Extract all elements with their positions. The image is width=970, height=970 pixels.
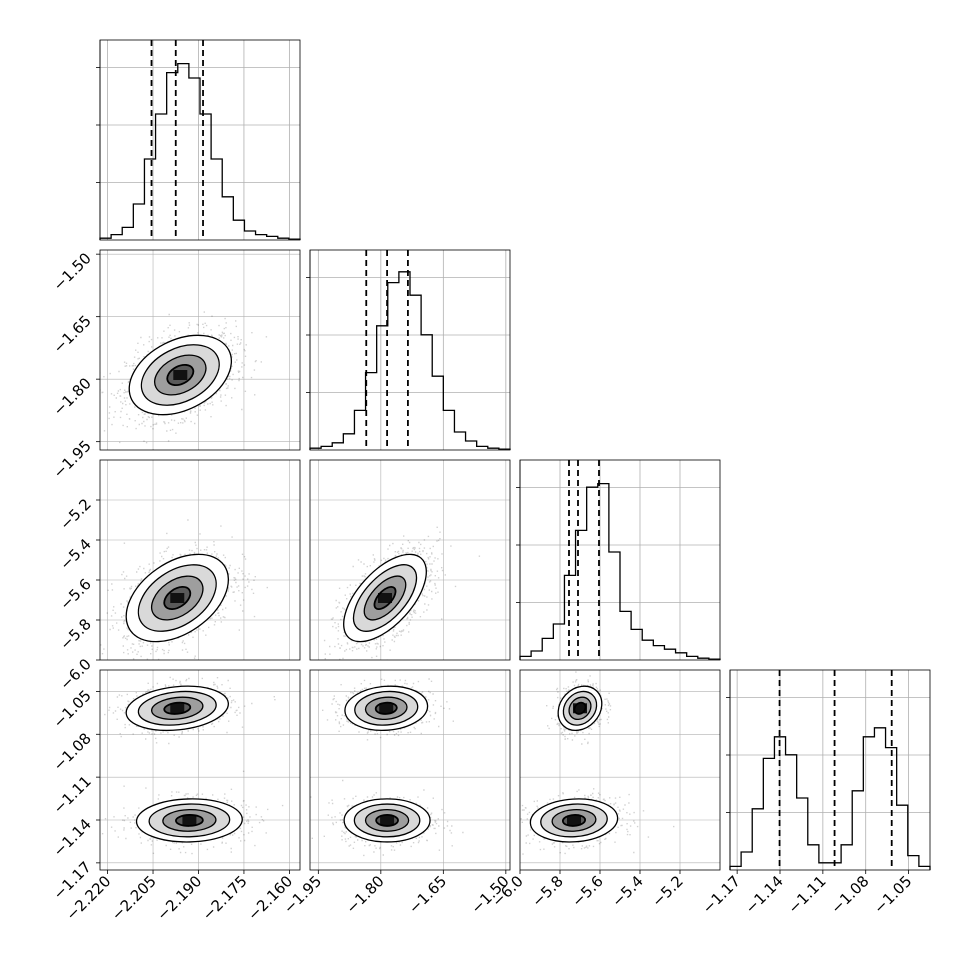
y-tick-label: −5.8 bbox=[56, 615, 94, 653]
panel-frame bbox=[309, 459, 511, 661]
contour-line bbox=[163, 585, 192, 611]
scatter-panel-3-0 bbox=[99, 669, 301, 871]
contour-line bbox=[162, 808, 217, 832]
scatter-panel-2-0 bbox=[99, 459, 301, 661]
contour-line bbox=[343, 553, 427, 643]
contour-line bbox=[364, 696, 408, 721]
scatter-panel-2-1 bbox=[309, 459, 511, 661]
density-peak bbox=[379, 703, 394, 714]
contour-line bbox=[166, 363, 195, 387]
panel-frame bbox=[99, 39, 301, 241]
contour-line bbox=[344, 685, 429, 732]
panel-frame bbox=[729, 669, 931, 871]
contour-line bbox=[163, 701, 192, 715]
contour-line bbox=[154, 354, 207, 396]
contour-line bbox=[354, 690, 419, 726]
histogram-panel-0 bbox=[96, 39, 301, 241]
density-peak bbox=[182, 815, 197, 826]
x-tick-label: −5.8 bbox=[528, 872, 566, 910]
histogram-step-2 bbox=[519, 482, 721, 660]
scatter-points bbox=[101, 676, 284, 855]
contour-line bbox=[540, 803, 608, 838]
y-tick-label: −1.14 bbox=[50, 815, 95, 860]
x-tick-label: −1.14 bbox=[742, 872, 787, 917]
contour-line bbox=[529, 798, 619, 843]
scatter-panel-1-0 bbox=[99, 249, 301, 451]
x-tick-label: −2.205 bbox=[108, 872, 160, 924]
x-tick-label: −1.17 bbox=[699, 872, 744, 917]
contour-line bbox=[125, 553, 230, 643]
contour-line bbox=[151, 696, 204, 721]
histogram-panel-2 bbox=[516, 459, 721, 661]
contour-line bbox=[137, 564, 217, 632]
contour-line bbox=[175, 814, 204, 827]
panel-frame bbox=[519, 459, 721, 661]
histogram-step-0 bbox=[99, 62, 301, 240]
panel-frame bbox=[519, 669, 721, 871]
x-tick-label: −1.08 bbox=[827, 872, 872, 917]
histogram-panel-3 bbox=[726, 669, 931, 871]
panel-frame bbox=[99, 249, 301, 451]
scatter-panel-3-2 bbox=[519, 669, 721, 871]
contour-line bbox=[373, 585, 397, 611]
density-peak bbox=[378, 593, 392, 603]
contour-line bbox=[562, 690, 598, 726]
y-tick-label: −1.08 bbox=[50, 729, 95, 774]
histogram-panel-1 bbox=[306, 249, 511, 451]
x-tick-label: −5.2 bbox=[648, 872, 686, 910]
y-tick-label: −1.80 bbox=[50, 374, 95, 419]
histogram-step-1 bbox=[309, 271, 511, 450]
x-tick-label: −1.11 bbox=[784, 872, 829, 917]
y-tick-label: −6.0 bbox=[56, 655, 94, 693]
contour-line bbox=[343, 798, 431, 843]
x-tick-label: −1.80 bbox=[342, 872, 387, 917]
x-tick-label: −2.190 bbox=[153, 872, 205, 924]
density-peak bbox=[173, 370, 188, 380]
x-tick-label: −1.65 bbox=[405, 872, 450, 917]
contour-line bbox=[137, 690, 217, 726]
x-tick-label: −5.4 bbox=[608, 872, 646, 910]
contour-line bbox=[353, 803, 421, 838]
y-tick-label: −1.05 bbox=[50, 687, 95, 732]
y-tick-label: −1.65 bbox=[50, 312, 95, 357]
y-tick-label: −1.95 bbox=[50, 437, 95, 482]
scatter-panel-3-1 bbox=[309, 669, 511, 871]
panel-frame bbox=[99, 669, 301, 871]
contour-line bbox=[135, 798, 243, 843]
y-tick-label: −5.2 bbox=[56, 495, 94, 533]
contour-line bbox=[148, 803, 231, 838]
panel-frame bbox=[309, 249, 511, 451]
contour-line bbox=[128, 334, 233, 416]
y-tick-label: −1.50 bbox=[50, 249, 95, 294]
y-tick-label: −1.11 bbox=[50, 772, 95, 817]
contour-line bbox=[375, 814, 399, 827]
contour-line bbox=[363, 575, 407, 621]
contour-line bbox=[551, 808, 597, 832]
x-tick-label: −5.6 bbox=[568, 872, 606, 910]
contour-line bbox=[352, 564, 418, 632]
contour-line bbox=[364, 808, 410, 832]
y-tick-label: −5.6 bbox=[56, 575, 94, 613]
y-tick-label: −5.4 bbox=[56, 535, 94, 573]
contour-line bbox=[374, 701, 398, 715]
contour-line bbox=[573, 701, 587, 715]
density-peak bbox=[170, 593, 185, 603]
contour-line bbox=[151, 575, 204, 621]
contour-line bbox=[568, 696, 592, 721]
density-peak bbox=[170, 703, 185, 714]
contour-line bbox=[140, 344, 220, 406]
panel-frame bbox=[309, 669, 511, 871]
contour-line bbox=[561, 814, 587, 827]
density-peak bbox=[567, 815, 581, 826]
histogram-step-3 bbox=[729, 727, 931, 870]
panel-frame bbox=[99, 459, 301, 661]
contour-line bbox=[125, 685, 229, 732]
x-tick-label: −2.175 bbox=[199, 872, 251, 924]
contour-line bbox=[557, 685, 603, 732]
density-peak bbox=[573, 703, 587, 714]
density-peak bbox=[380, 815, 395, 826]
x-tick-label: −1.05 bbox=[870, 872, 915, 917]
